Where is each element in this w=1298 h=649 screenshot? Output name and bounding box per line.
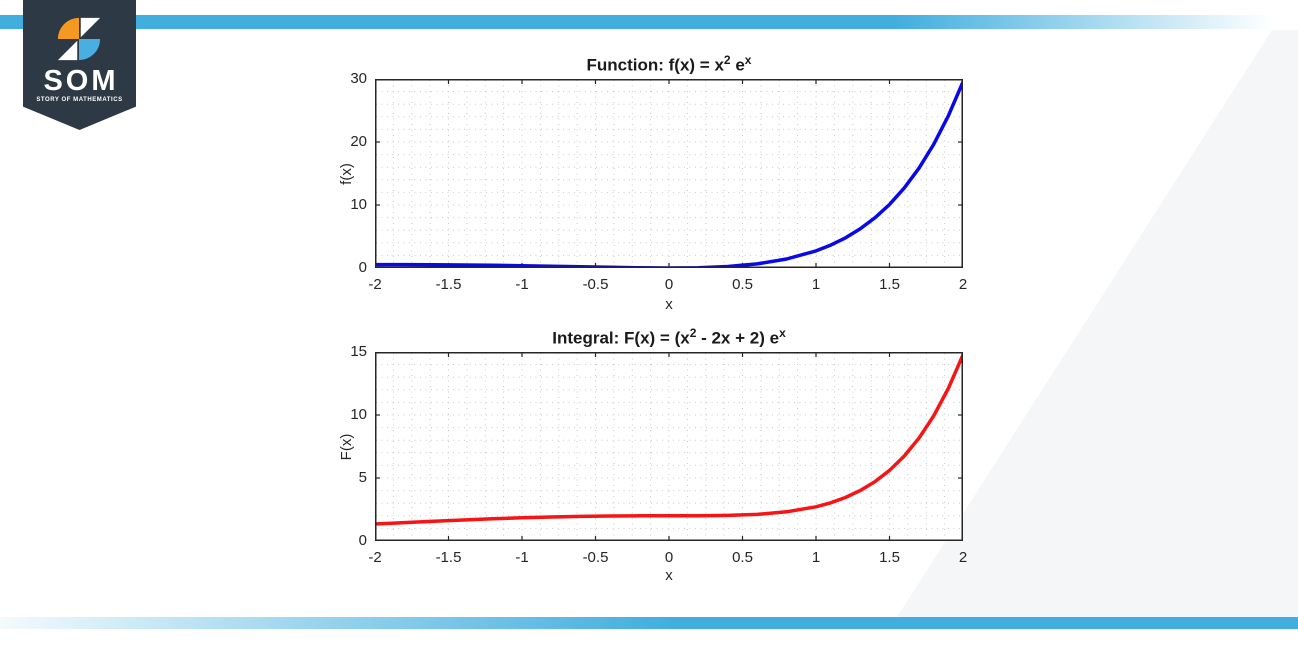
x-tick-label: -1.5 bbox=[435, 276, 462, 293]
logo-acronym: SOM bbox=[43, 65, 119, 97]
title-segment: 2 bbox=[689, 326, 697, 340]
y-tick-label: 15 bbox=[350, 343, 367, 360]
x-tick-label: 0 bbox=[664, 276, 674, 293]
x-tick-label: 1 bbox=[811, 549, 821, 566]
y-tick-label: 10 bbox=[350, 196, 367, 213]
som-logo-pennant: SOM STORY OF MATHEMATICS bbox=[23, 0, 136, 130]
x-tick-label: -2 bbox=[368, 549, 382, 566]
som-pinwheel-icon bbox=[57, 17, 101, 61]
x-tick-label: 1 bbox=[811, 276, 821, 293]
x-tick-label: 1.5 bbox=[879, 276, 900, 293]
title-segment: - 2x + 2) e bbox=[696, 328, 780, 348]
y-tick-label: 10 bbox=[350, 406, 367, 423]
y-tick-label: 5 bbox=[358, 469, 367, 486]
integral-plot-area bbox=[375, 352, 963, 541]
y-tick-label: 30 bbox=[350, 70, 367, 87]
title-segment: Integral: F(x) = (x bbox=[552, 328, 690, 348]
top-accent-bar bbox=[0, 15, 1298, 29]
x-tick-label: 0 bbox=[664, 549, 674, 566]
title-segment: 2 bbox=[723, 53, 731, 67]
x-tick-label: -0.5 bbox=[582, 549, 609, 566]
pinwheel-white-bottom-wedge bbox=[57, 40, 78, 61]
function-xlabel: x bbox=[665, 296, 673, 313]
x-tick-label: -1 bbox=[515, 276, 529, 293]
title-segment: x bbox=[744, 53, 752, 67]
y-tick-label: 20 bbox=[350, 133, 367, 150]
x-tick-label: -1 bbox=[515, 549, 529, 566]
x-tick-label: 2 bbox=[958, 276, 968, 293]
function-plot-title: Function: f(x) = x2 ex bbox=[375, 53, 963, 76]
title-segment: e bbox=[730, 55, 745, 75]
title-segment: Function: f(x) = x bbox=[586, 55, 724, 75]
pinwheel-blue-quadrant bbox=[79, 39, 101, 61]
x-tick-label: -0.5 bbox=[582, 276, 609, 293]
x-tick-label: -1.5 bbox=[435, 549, 462, 566]
x-tick-label: 0.5 bbox=[732, 276, 753, 293]
title-segment: x bbox=[779, 326, 786, 340]
x-tick-label: 0.5 bbox=[732, 549, 753, 566]
pinwheel-orange-quadrant bbox=[57, 17, 79, 39]
x-tick-label: 1.5 bbox=[879, 549, 900, 566]
integral-xlabel: x bbox=[665, 567, 673, 584]
function-plot-area bbox=[375, 79, 963, 268]
y-tick-label: 0 bbox=[358, 532, 367, 549]
logo-tagline: STORY OF MATHEMATICS bbox=[36, 97, 123, 103]
integral-plot-title: Integral: F(x) = (x2 - 2x + 2) ex bbox=[375, 326, 963, 349]
x-tick-label: -2 bbox=[368, 276, 382, 293]
bottom-accent-bar bbox=[0, 617, 1298, 629]
y-tick-label: 0 bbox=[358, 259, 367, 276]
x-tick-label: 2 bbox=[958, 549, 968, 566]
